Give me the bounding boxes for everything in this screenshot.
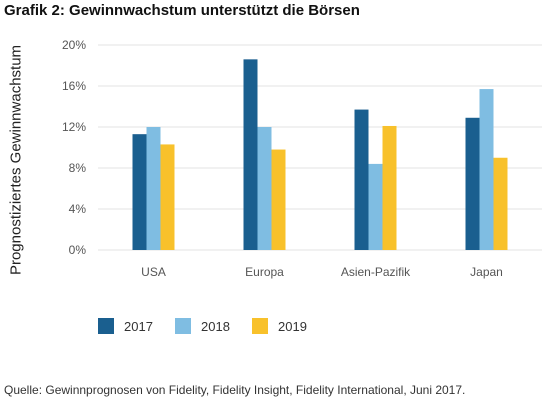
bars: [132, 59, 508, 251]
bar-2017-asien-pazifik: [354, 109, 369, 250]
y-tick-label: 8%: [69, 161, 87, 175]
x-tick-label: Asien-Pazifik: [341, 265, 411, 279]
legend-swatch-2017: [98, 318, 114, 334]
bar-2017-japan: [465, 117, 480, 251]
x-tick-label: USA: [141, 265, 166, 279]
legend-label: 2019: [278, 319, 307, 334]
x-tick-label: Japan: [470, 265, 503, 279]
bar-2019-asien-pazifik: [382, 125, 397, 250]
y-ticks: 0% 4% 8% 12% 16% 20%: [62, 38, 86, 257]
bar-2019-usa: [160, 144, 175, 250]
y-tick-label: 16%: [62, 79, 86, 93]
legend: 2017 2018 2019: [98, 318, 307, 334]
x-ticks: USA Europa Asien-Pazifik Japan: [141, 265, 503, 279]
bar-2019-europa: [271, 149, 286, 250]
y-tick-label: 0%: [69, 243, 87, 257]
bar-2018-usa: [146, 127, 161, 250]
bar-2019-japan: [493, 157, 508, 250]
legend-swatch-2018: [175, 318, 191, 334]
bar-2018-japan: [479, 89, 494, 250]
legend-label: 2018: [201, 319, 230, 334]
y-tick-label: 4%: [69, 202, 87, 216]
bar-2017-europa: [243, 59, 258, 250]
bar-2018-asien-pazifik: [368, 163, 383, 250]
y-tick-label: 12%: [62, 120, 86, 134]
bar-2018-europa: [257, 127, 272, 250]
chart-title: Grafik 2: Gewinnwachstum unterstützt die…: [4, 2, 360, 19]
x-tick-label: Europa: [245, 265, 284, 279]
legend-swatch-2019: [252, 318, 268, 334]
legend-label: 2017: [124, 319, 153, 334]
source-note: Quelle: Gewinnprognosen von Fidelity, Fi…: [4, 383, 466, 397]
y-tick-label: 20%: [62, 38, 86, 52]
bar-2017-usa: [132, 134, 147, 250]
